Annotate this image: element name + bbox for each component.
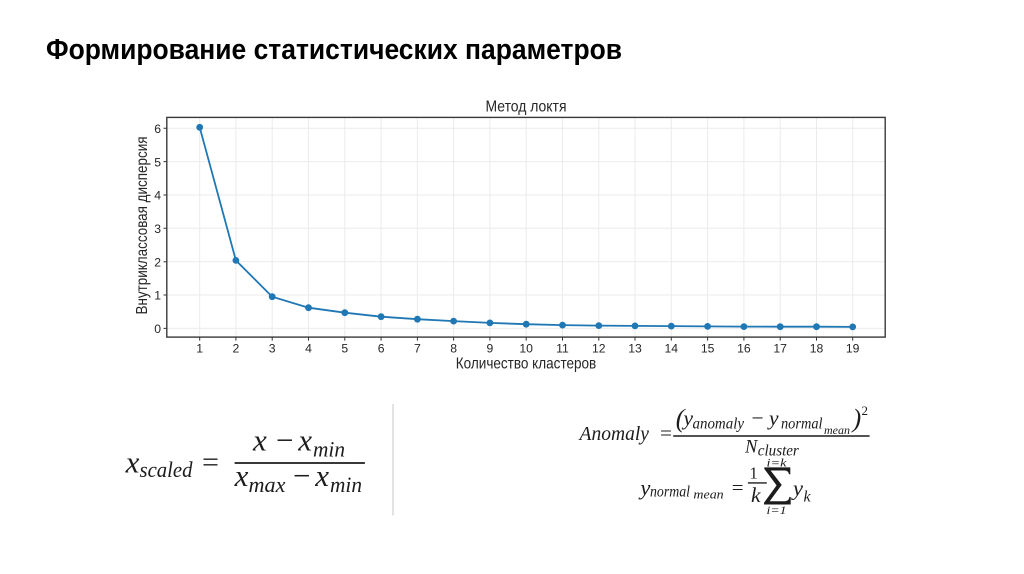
svg-text:=: =: [732, 478, 744, 500]
svg-text:13: 13: [628, 342, 642, 356]
svg-text:10: 10: [519, 342, 533, 356]
svg-text:12: 12: [592, 342, 606, 356]
svg-text:9: 9: [487, 342, 494, 356]
svg-text:5: 5: [341, 342, 348, 356]
svg-text:mean: mean: [824, 425, 850, 437]
svg-text:Anomaly: Anomaly: [577, 424, 649, 445]
svg-text:5: 5: [154, 155, 161, 169]
svg-text:normal: normal: [781, 416, 823, 433]
svg-text:7: 7: [414, 342, 421, 356]
svg-text:y: y: [638, 475, 650, 500]
svg-text:2: 2: [154, 255, 161, 269]
svg-text:x: x: [297, 423, 312, 458]
svg-text:x: x: [125, 444, 140, 479]
svg-text:6: 6: [154, 122, 161, 136]
svg-text:14: 14: [665, 342, 679, 356]
svg-text:min: min: [313, 437, 345, 462]
svg-text:6: 6: [378, 342, 385, 356]
svg-text:11: 11: [556, 342, 569, 356]
svg-text:1: 1: [196, 342, 203, 356]
svg-text:19: 19: [846, 342, 860, 356]
svg-text:y: y: [791, 476, 803, 501]
svg-text:y: y: [682, 406, 694, 430]
svg-text:Метод локтя: Метод локтя: [486, 99, 567, 116]
svg-text:1: 1: [154, 289, 161, 303]
svg-text:): ): [851, 404, 862, 433]
svg-text:8: 8: [450, 342, 457, 356]
svg-text:anomaly: anomaly: [693, 416, 745, 433]
svg-text:−: −: [293, 458, 310, 493]
svg-text:18: 18: [810, 342, 824, 356]
svg-text:15: 15: [701, 342, 715, 356]
svg-text:x: x: [314, 458, 329, 493]
svg-text:4: 4: [154, 189, 161, 203]
svg-text:k: k: [751, 483, 761, 507]
svg-text:0: 0: [154, 322, 161, 336]
svg-text:4: 4: [305, 342, 312, 356]
svg-text:17: 17: [773, 342, 787, 356]
svg-text:max: max: [249, 472, 286, 497]
svg-text:−: −: [752, 406, 764, 430]
svg-text:mean: mean: [693, 486, 723, 501]
svg-text:i=1: i=1: [767, 505, 787, 517]
svg-text:y: y: [767, 406, 779, 430]
svg-text:Количество кластеров: Количество кластеров: [456, 356, 597, 373]
svg-text:1: 1: [750, 464, 758, 483]
svg-text:Внутриклассовая дисперсия: Внутриклассовая дисперсия: [134, 137, 151, 315]
svg-text:2: 2: [862, 403, 869, 418]
svg-text:3: 3: [269, 342, 276, 356]
svg-text:N: N: [744, 437, 759, 457]
svg-text:x: x: [252, 423, 267, 458]
svg-text:=: =: [202, 447, 219, 479]
svg-text:−: −: [276, 423, 293, 458]
svg-text:scaled: scaled: [140, 457, 194, 482]
svg-text:x: x: [234, 458, 249, 493]
svg-text:(: (: [676, 404, 686, 433]
svg-text:16: 16: [737, 342, 751, 356]
svg-text:i=k: i=k: [767, 458, 788, 470]
svg-text:3: 3: [154, 222, 161, 236]
svg-text:normal: normal: [650, 484, 690, 501]
svg-text:=: =: [660, 423, 672, 445]
svg-text:cluster: cluster: [758, 443, 800, 460]
svg-text:min: min: [330, 472, 362, 497]
svg-text:k: k: [804, 489, 812, 506]
svg-text:2: 2: [233, 342, 240, 356]
